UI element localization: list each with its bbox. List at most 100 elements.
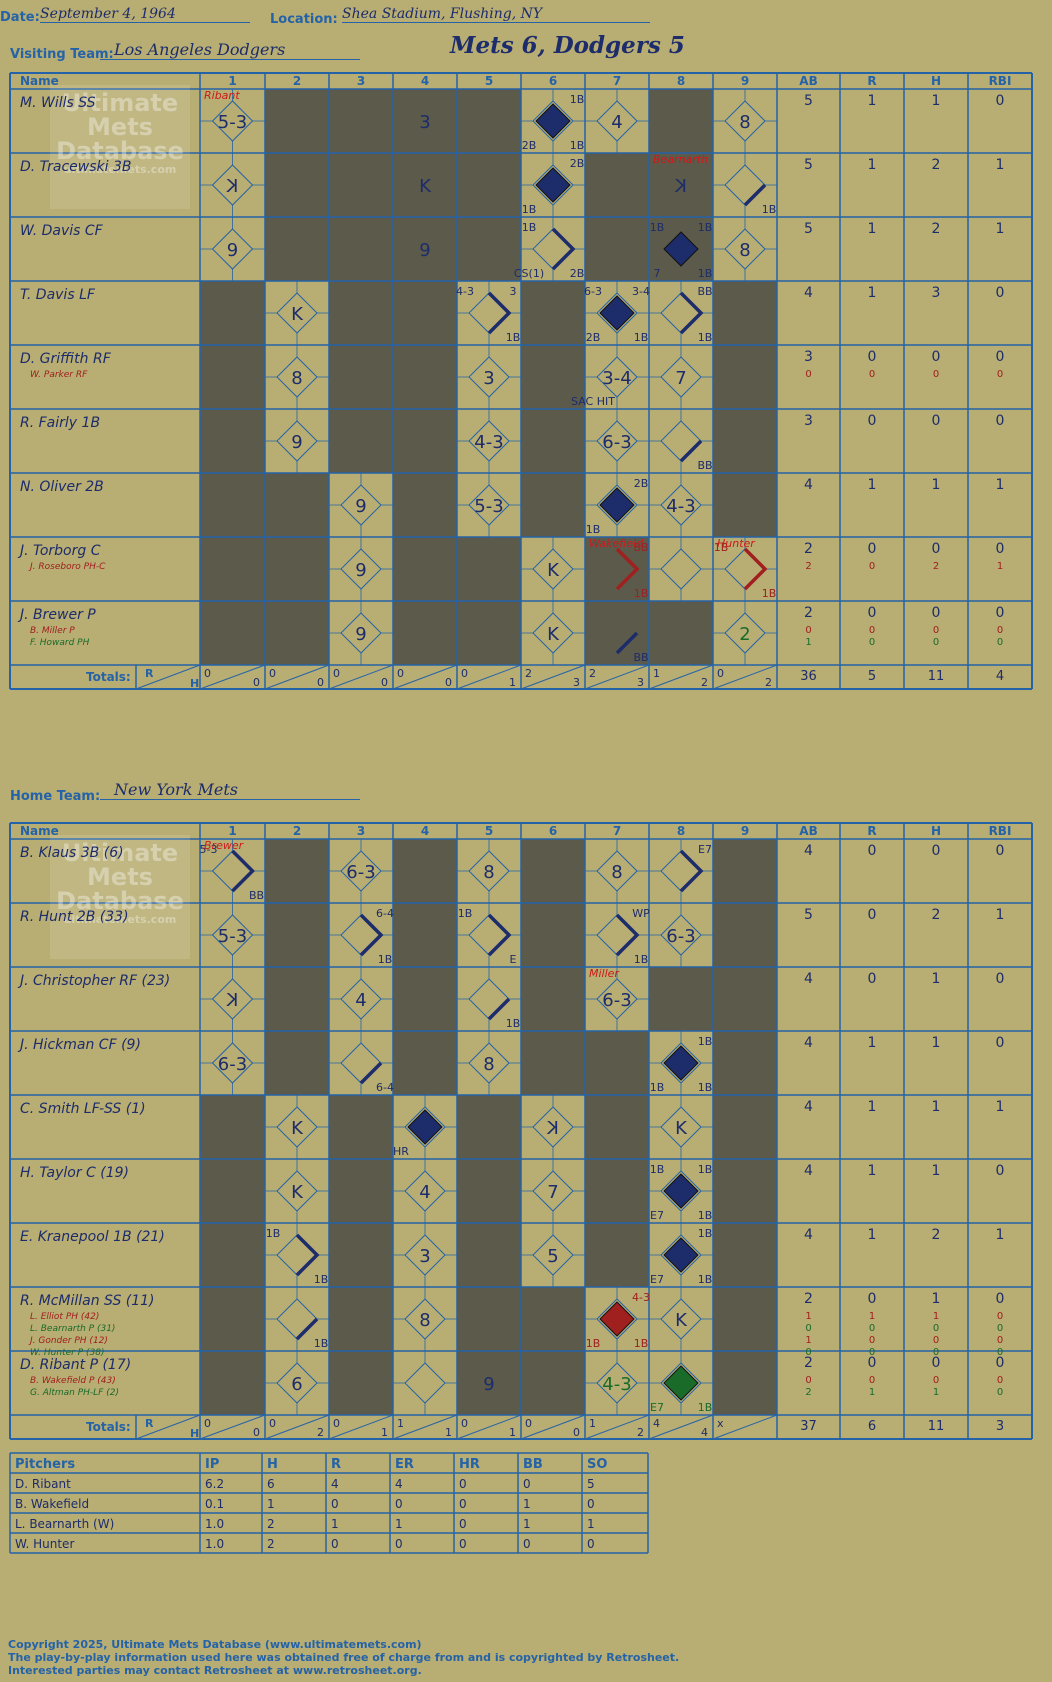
base-diamond [276,292,318,334]
player-name: R. McMillan SS (11) [20,1293,155,1309]
base-annotation: 1B [762,587,777,600]
base-diamond [468,420,510,462]
player-stat: 0 [932,1355,941,1371]
player-stat: 0 [996,971,1005,987]
inning-runs: 0 [333,1417,340,1430]
sub-player-stat: 0 [997,1347,1003,1358]
totals-slash [584,1414,650,1440]
sub-player-stat: 0 [869,1335,875,1346]
player-name: R. Hunt 2B (33) [20,909,129,925]
shaded-cell [393,903,457,967]
base-annotation: 1B [634,587,649,600]
pitchers-header: R [331,1457,341,1472]
shaded-cell [713,1159,777,1223]
header-stat: RBI [989,824,1012,838]
shaded-cell [329,1095,393,1159]
player-stat: 0 [932,349,941,365]
shaded-cell [521,1031,585,1095]
base-annotation: BB [697,459,712,472]
play-result: 6-3 [346,862,375,883]
sub-player-stat: 0 [869,1323,875,1334]
inning-runs: 0 [461,667,468,680]
header-stat: AB [799,824,817,838]
hit-path [679,291,704,335]
player-stat: 2 [804,541,813,557]
sub-player-stat: 0 [805,369,811,380]
base-diamond [596,978,638,1020]
run-scored-diamond [407,1109,443,1145]
shaded-cell [649,967,713,1031]
team-total-stat: 37 [800,1419,817,1434]
base-diamond [660,914,702,956]
sub-player-name: W. Hunter P (38) [30,1348,104,1358]
team-total-stat: 5 [868,669,876,684]
play-result: 8 [419,1310,430,1331]
pitcher-stat: 0 [587,1537,595,1551]
shaded-cell [393,967,457,1031]
base-annotation: 1B [650,1081,665,1094]
base-diamond [276,420,318,462]
run-scored-diamond [663,1173,699,1209]
base-diamond [276,1362,318,1404]
pitchers-header: IP [205,1457,219,1472]
pitcher-stat: 1 [523,1497,531,1511]
shaded-cell [713,903,777,967]
base-diamond [276,1106,318,1148]
play-result: 4-3 [666,496,695,517]
player-name: J. Hickman CF (9) [17,1037,141,1053]
player-stat: 4 [804,285,813,301]
player-name: E. Kranepool 1B (21) [20,1229,165,1245]
player-stat: 1 [932,971,941,987]
watermark-text: Ultimate [62,89,178,117]
shaded-cell [457,1351,521,1415]
footer-copyright: Copyright 2025, Ultimate Mets Database (… [8,1638,422,1651]
run-scored-diamond [663,1237,699,1273]
play-result: K [674,176,687,197]
inning-runs: 0 [717,667,724,680]
base-annotation: 1B [698,1227,713,1240]
pitcher-stat: 1 [331,1517,339,1531]
shaded-cell [329,89,393,153]
shaded-cell [713,967,777,1031]
play-result: K [225,990,238,1011]
play-result: 7 [547,1182,558,1203]
shaded-cell [713,1031,777,1095]
base-annotation: 1B [698,1035,713,1048]
player-stat: 0 [932,605,941,621]
inning-runs: 0 [269,1417,276,1430]
watermark-text: Mets [87,113,153,141]
shaded-cell [585,1159,649,1223]
hit-path [743,183,767,207]
pitcher-stat: 1 [587,1517,595,1531]
player-stat: 1 [996,157,1005,173]
footer-contact: Interested parties may contact Retroshee… [8,1664,422,1677]
play-result: K [675,1310,688,1331]
hit-path [615,913,640,957]
shaded-cell [200,1287,265,1351]
base-diamond [340,612,382,654]
header-inning: 1 [228,824,236,838]
home-team-label: Home Team: [10,789,101,804]
inning-runs: 2 [525,667,532,680]
shaded-cell [265,217,329,281]
shaded-cell [393,839,457,903]
player-stat: 0 [996,541,1005,557]
player-stat: 5 [804,93,813,109]
location-label: Location: [270,12,338,27]
sub-player-stat: 0 [869,625,875,636]
inning-runs: x [717,1417,724,1430]
shaded-cell [713,839,777,903]
play-result: 8 [483,1054,494,1075]
base-annotation: BB [633,541,648,554]
shaded-cell [393,1031,457,1095]
pitcher-stat: 1 [395,1517,403,1531]
play-result: 5-3 [474,496,503,517]
inning-runs: 0 [204,667,211,680]
inning-runs: 0 [397,667,404,680]
totals-slash [328,1414,394,1440]
totals-r-label: R [145,1417,154,1430]
pitcher-stat: 0 [523,1477,531,1491]
sub-player-stat: 1 [933,1387,939,1398]
base-diamond [468,914,510,956]
shaded-cell [329,1351,393,1415]
